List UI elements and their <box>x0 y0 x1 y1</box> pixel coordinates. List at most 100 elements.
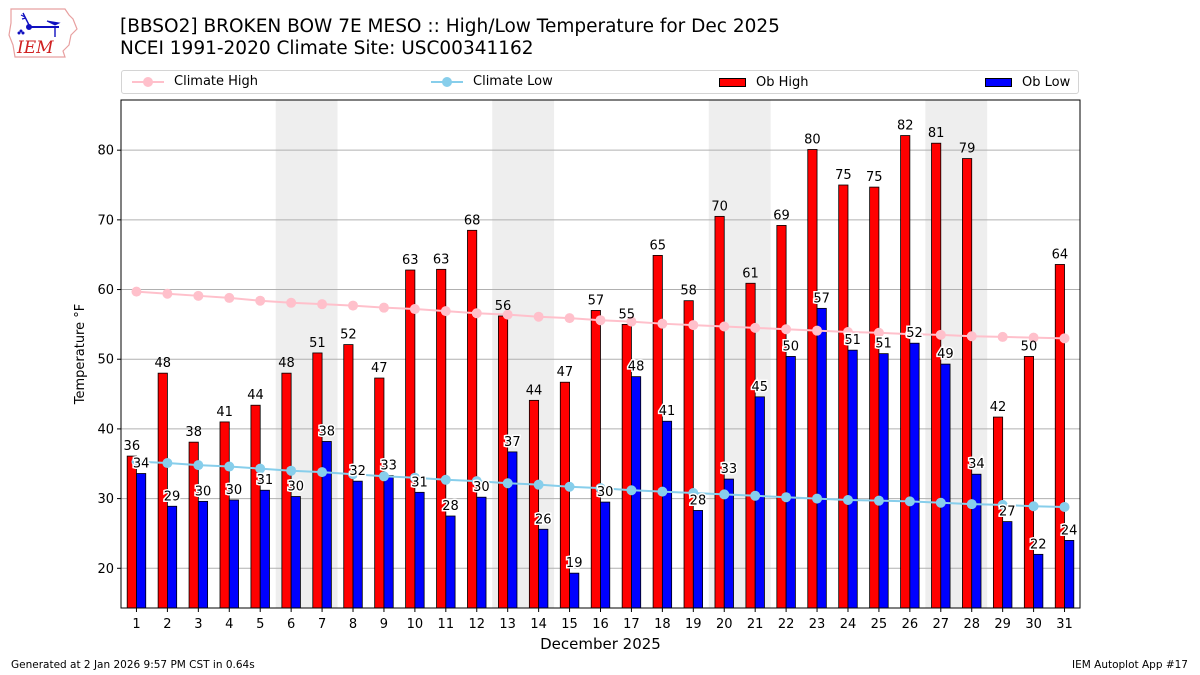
ob-low-bar <box>971 473 982 609</box>
x-tick-label: 11 <box>438 617 455 632</box>
ob-high-label: 61 <box>742 266 759 281</box>
ob-high-bar <box>467 229 478 609</box>
y-tick-label: 40 <box>97 422 114 437</box>
ob-low-bar <box>1064 540 1075 609</box>
x-axis-label: December 2025 <box>540 635 661 653</box>
climate-high-point <box>317 299 328 310</box>
ob-high-label: 58 <box>680 284 697 299</box>
ob-low-label: 38 <box>318 424 335 439</box>
ob-high-bar <box>559 381 570 609</box>
climate-high-point <box>348 300 359 311</box>
x-tick-label: 1 <box>132 617 140 632</box>
ob-low-label: 41 <box>659 404 676 419</box>
climate-low-point <box>317 467 328 478</box>
legend-item-climate-high: Climate High <box>132 74 258 89</box>
ob-high-label: 75 <box>835 168 852 183</box>
ob-high-label: 41 <box>216 405 233 420</box>
ob-low-label: 52 <box>906 326 923 341</box>
climate-low-point <box>224 461 235 472</box>
ob-high-swatch-icon <box>719 78 746 87</box>
x-tick-label: 25 <box>871 617 888 632</box>
climate-low-point <box>286 465 297 476</box>
ob-low-label: 45 <box>752 380 769 395</box>
iowa-outline <box>8 8 78 58</box>
ob-high-label: 82 <box>897 119 914 134</box>
weather-station-icon <box>17 12 61 37</box>
ob-high-label: 36 <box>124 439 141 454</box>
ob-low-bar <box>878 353 889 609</box>
x-tick-label: 4 <box>225 617 233 632</box>
ob-low-label: 48 <box>628 360 645 375</box>
legend: Climate High Climate Low Ob High Ob Low <box>121 70 1079 94</box>
ob-low-label: 37 <box>504 435 521 450</box>
ob-low-bar <box>600 501 611 609</box>
ob-high-bar <box>869 186 880 609</box>
climate-low-point <box>564 481 575 492</box>
ob-high-label: 38 <box>185 425 202 440</box>
x-tick-label: 12 <box>468 617 485 632</box>
ob-high-label: 55 <box>619 307 636 322</box>
legend-label: Climate Low <box>473 74 553 89</box>
ob-high-bar <box>652 254 663 609</box>
legend-item-ob-low: Ob Low <box>985 75 1070 90</box>
climate-low-point <box>378 471 389 482</box>
ob-low-bar <box>352 480 363 609</box>
ob-high-label: 68 <box>464 213 481 228</box>
ob-low-bar <box>816 307 827 609</box>
climate-low-point <box>131 456 142 467</box>
climate-high-point <box>1028 332 1039 343</box>
climate-low-point <box>471 476 482 487</box>
generated-timestamp: Generated at 2 Jan 2026 9:57 PM CST in 0… <box>11 659 255 671</box>
ob-high-bar <box>528 399 540 609</box>
ob-high-bar <box>900 135 911 609</box>
x-tick-label: 24 <box>840 617 857 632</box>
climate-low-point <box>1028 501 1039 512</box>
x-tick-label: 6 <box>287 617 295 632</box>
ob-low-bar <box>507 451 518 609</box>
ob-high-label: 80 <box>804 132 821 147</box>
ob-low-bar <box>785 356 796 609</box>
ob-low-label: 33 <box>380 459 397 474</box>
x-tick-label: 18 <box>654 617 671 632</box>
climate-low-point <box>162 458 173 469</box>
ob-high-bar <box>807 149 818 609</box>
ob-high-bar <box>374 377 385 609</box>
climate-low-line-icon <box>431 75 463 89</box>
y-tick-label: 20 <box>97 562 114 577</box>
climate-high-point <box>502 309 513 320</box>
ob-low-bar <box>661 420 673 609</box>
x-tick-label: 9 <box>380 617 388 632</box>
x-tick-label: 14 <box>530 617 547 632</box>
y-axis-label: Temperature °F <box>73 304 88 405</box>
climate-high-point <box>440 306 451 317</box>
x-tick-label: 13 <box>499 617 516 632</box>
ob-low-label: 57 <box>813 291 830 306</box>
ob-high-bar <box>1023 356 1034 609</box>
ob-high-bar <box>126 455 137 609</box>
x-tick-label: 26 <box>902 617 919 632</box>
x-tick-label: 28 <box>963 617 980 632</box>
ob-low-bar <box>1002 521 1013 609</box>
ob-high-label: 63 <box>402 253 419 268</box>
climate-low-point <box>626 485 637 496</box>
y-tick-label: 50 <box>97 353 114 368</box>
x-tick-label: 8 <box>349 617 357 632</box>
ob-low-label: 27 <box>999 505 1016 520</box>
climate-low-point <box>502 478 513 489</box>
ob-high-label: 52 <box>340 328 357 343</box>
ob-low-label: 34 <box>968 457 985 472</box>
ob-high-label: 64 <box>1052 247 1069 262</box>
ob-low-label: 30 <box>288 480 305 495</box>
ob-low-label: 49 <box>937 347 954 362</box>
climate-low-point <box>1059 501 1070 512</box>
ob-high-bar <box>219 421 230 609</box>
ob-high-label: 48 <box>154 356 171 371</box>
legend-label: Ob High <box>756 75 809 90</box>
y-tick-label: 80 <box>97 144 114 159</box>
ob-high-label: 79 <box>959 142 976 157</box>
ob-high-label: 65 <box>649 238 666 253</box>
ob-low-label: 19 <box>566 556 583 571</box>
ob-low-bar <box>228 499 239 609</box>
ob-high-bar <box>931 142 942 609</box>
